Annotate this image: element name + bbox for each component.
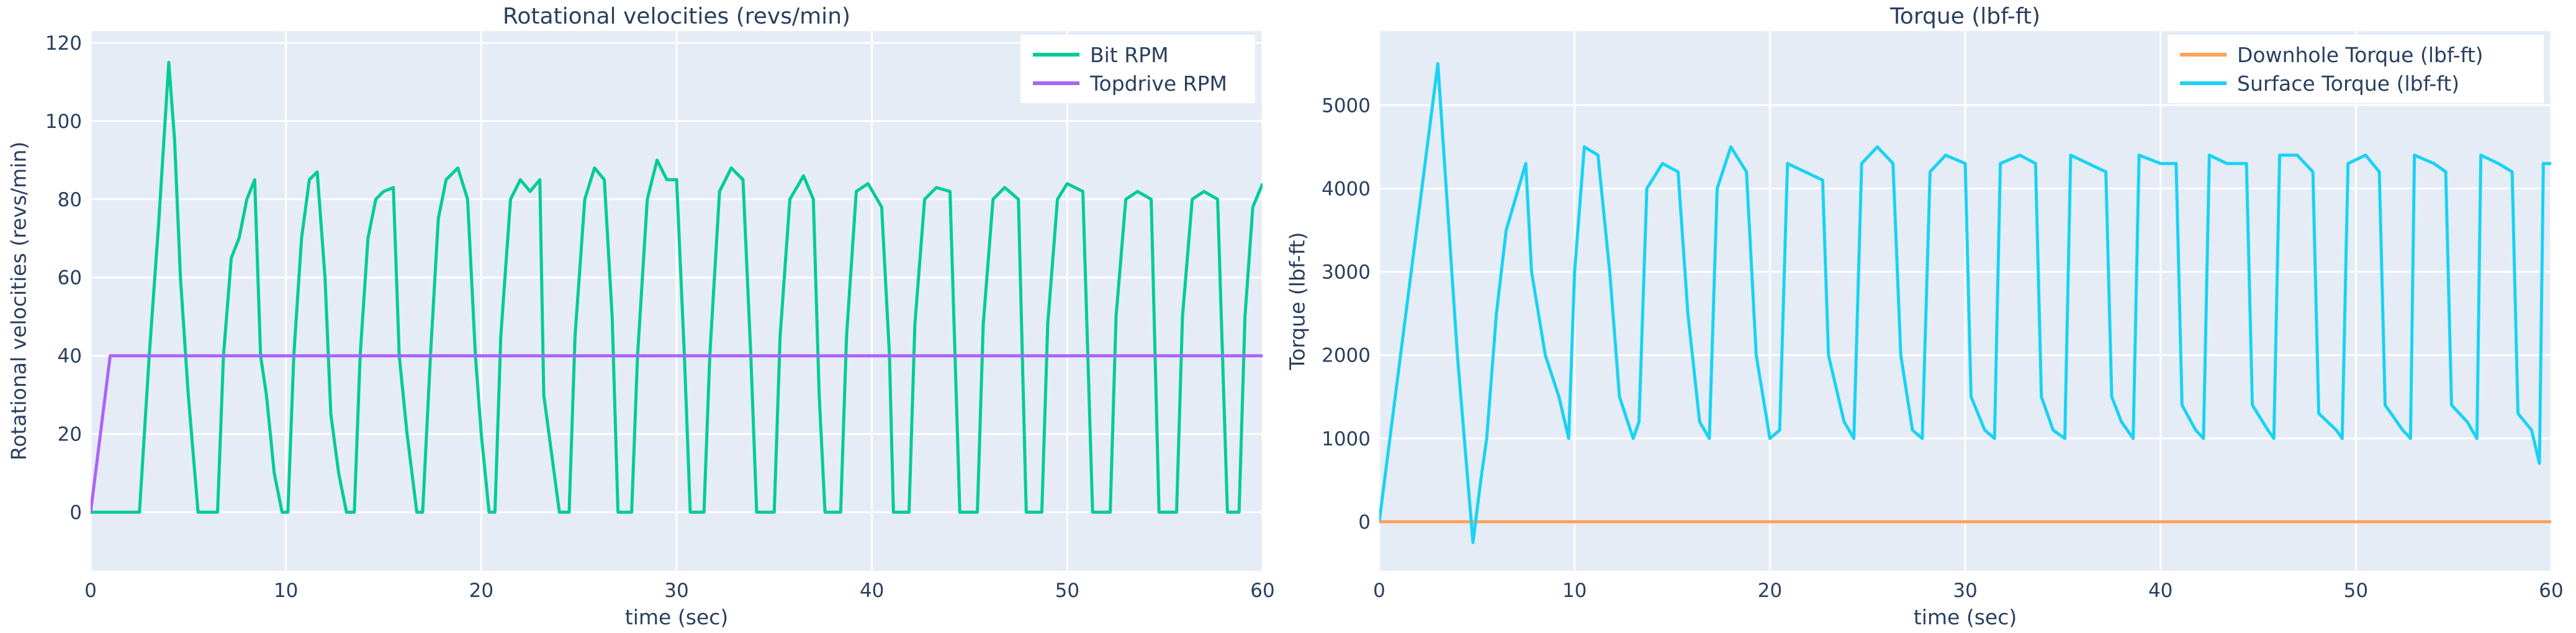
y-tick-label: 2000 (1322, 345, 1371, 367)
x-tick-label: 10 (1562, 580, 1587, 602)
y-tick-label: 120 (45, 32, 82, 55)
x-axis-title: time (sec) (1914, 605, 2017, 629)
series-line (1379, 61, 2551, 544)
y-tick-label: 100 (45, 111, 82, 133)
y-tick-label: 40 (58, 345, 82, 368)
x-tick-label: 20 (469, 580, 493, 602)
x-tick-label: 30 (1953, 580, 1977, 602)
legend-label: Downhole Torque (lbf-ft) (2237, 43, 2484, 67)
x-tick-label: 60 (1250, 580, 1274, 602)
x-tick-label: 10 (274, 580, 298, 602)
x-axis-title: time (sec) (625, 605, 728, 629)
chart-title: Torque (lbf-ft) (1889, 4, 2040, 29)
y-tick-label: 5000 (1322, 94, 1371, 117)
y-tick-label: 3000 (1322, 262, 1371, 284)
y-tick-label: 60 (58, 267, 82, 289)
y-tick-label: 80 (58, 189, 82, 211)
x-tick-label: 40 (860, 580, 884, 602)
series-line (91, 354, 1263, 512)
series-line (91, 60, 1263, 514)
x-tick-label: 60 (2539, 580, 2563, 602)
legend-label: Topdrive RPM (1089, 71, 1227, 96)
x-tick-label: 20 (1758, 580, 1782, 602)
legend-box (2168, 35, 2544, 103)
y-tick-label: 20 (58, 424, 82, 446)
y-tick-label: 0 (70, 502, 82, 524)
x-tick-label: 30 (664, 580, 688, 602)
x-tick-label: 50 (2344, 580, 2368, 602)
y-axis-title: Torque (lbf-ft) (1286, 232, 1310, 371)
x-tick-label: 0 (84, 580, 97, 602)
legend-box (1020, 35, 1255, 103)
x-tick-label: 50 (1055, 580, 1079, 602)
y-tick-label: 0 (1358, 511, 1371, 534)
legend-label: Surface Torque (lbf-ft) (2237, 71, 2459, 96)
x-tick-label: 0 (1373, 580, 1385, 602)
y-tick-label: 1000 (1322, 428, 1371, 450)
y-tick-label: 4000 (1322, 178, 1371, 200)
legend-label: Bit RPM (1090, 43, 1169, 67)
y-axis-title: Rotational velocities (revs/min) (7, 142, 31, 460)
x-tick-label: 40 (2148, 580, 2173, 602)
chart-title: Rotational velocities (revs/min) (503, 4, 850, 29)
